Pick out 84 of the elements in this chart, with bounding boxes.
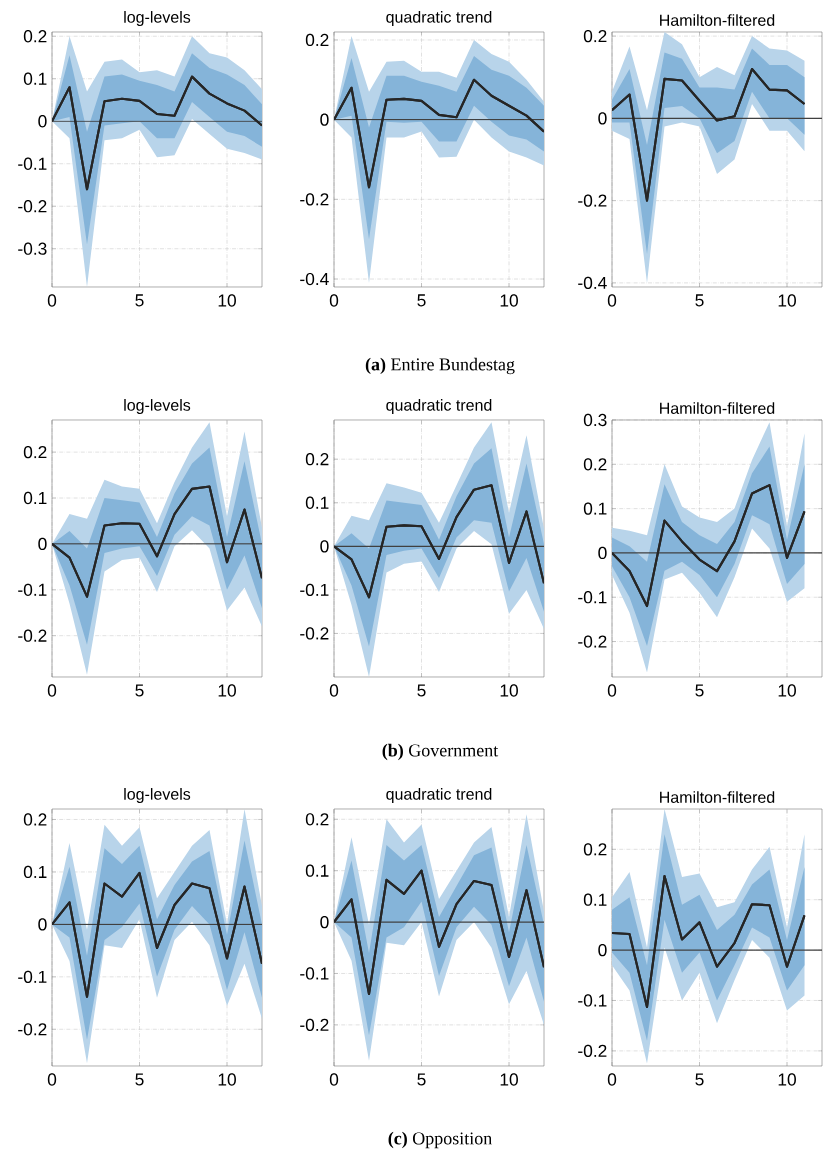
x-tick-label: 5 [695,1073,704,1086]
x-tick-label: 10 [778,684,796,697]
y-tick-label: 0 [598,546,607,560]
y-tick-label: 0.1 [305,864,329,877]
x-tick-label: 5 [135,1073,144,1086]
y-tick-label: -0.4 [578,276,607,290]
x-tick-label: 0 [47,294,57,307]
text: (c) Opposition [388,1131,492,1149]
y-tick-label: -0.1 [18,157,47,170]
y-tick-label: 0.2 [305,813,329,826]
y-tick-label: 0 [38,537,47,551]
x-tick-label: 0 [47,684,57,697]
chart-title: Hamilton-filtered [660,402,775,414]
x-tick-label: 0 [607,1073,617,1086]
x-tick-label: 5 [135,294,144,307]
y-tick-label: 0.2 [583,29,607,43]
y-tick-label: 0.2 [23,30,47,43]
y-tick-label: -0.3 [18,242,47,255]
y-tick-label: 0.1 [583,893,607,906]
y-tick-label: 0.3 [583,413,607,427]
chart-title: quadratic trend [386,788,492,803]
y-tick-label: 0.2 [23,813,47,826]
y-tick-label: -0.2 [300,1018,329,1032]
y-tick-label: -0.1 [18,970,47,983]
y-tick-label: -0.2 [578,635,607,648]
x-tick-label: 0 [607,294,617,307]
x-tick-label: 5 [417,1073,426,1086]
chart-title: log-levels [124,399,191,414]
x-tick-label: 10 [500,294,518,307]
y-tick-label: -0.1 [300,583,329,597]
y-tick-label: -0.2 [300,627,329,640]
chart-title: quadratic trend [386,11,492,26]
y-tick-label: 0.1 [23,865,47,879]
y-tick-label: -0.2 [300,193,329,206]
x-tick-label: 0 [329,294,339,307]
y-tick-label: 0 [38,918,47,931]
y-tick-label: -0.2 [18,1023,47,1036]
y-tick-label: 0 [598,943,607,957]
y-tick-label: 0.1 [23,72,47,85]
y-tick-label: 0.1 [305,496,329,509]
x-tick-label: 10 [500,1073,518,1086]
y-tick-label: -0.2 [18,629,47,642]
y-tick-label: 0 [598,112,607,125]
y-tick-label: -0.2 [18,200,47,213]
x-tick-label: 5 [135,684,144,697]
y-tick-label: -0.1 [578,994,607,1007]
text: (b) Government [382,743,499,761]
x-tick-label: 0 [329,684,339,697]
text: (a) Entire Bundestag [365,357,515,375]
y-tick-label: 0.2 [583,458,607,471]
y-tick-label: -0.2 [578,1044,607,1058]
chart-title: Hamilton-filtered [660,14,775,26]
y-tick-label: 0.2 [583,843,607,856]
x-tick-label: 5 [417,294,426,307]
y-tick-label: 0.1 [583,502,607,515]
y-tick-label: -0.2 [578,194,607,207]
y-tick-label: 0.2 [305,453,329,466]
chart-title: log-levels [124,788,191,803]
y-tick-label: -0.1 [18,583,47,596]
chart-title: quadratic trend [386,399,492,414]
y-tick-label: -0.4 [300,272,329,286]
x-tick-label: 0 [607,684,617,697]
x-tick-label: 10 [218,294,236,307]
y-tick-label: 0 [320,915,329,929]
y-tick-label: -0.1 [300,967,329,980]
y-tick-label: 0.2 [23,445,47,459]
x-tick-label: 10 [778,294,796,307]
y-tick-label: 0 [320,113,329,126]
y-tick-label: 0.1 [23,491,47,505]
y-tick-label: 0 [320,540,329,553]
chart-title: log-levels [124,11,191,26]
y-tick-label: -0.1 [578,591,607,604]
x-tick-label: 10 [218,1073,236,1086]
y-tick-label: 0.2 [305,33,329,47]
x-tick-label: 5 [417,684,426,697]
x-tick-label: 10 [778,1073,796,1086]
x-tick-label: 5 [695,684,704,697]
x-tick-label: 0 [329,1073,339,1086]
chart-title: Hamilton-filtered [660,791,775,803]
x-tick-label: 10 [500,684,518,697]
x-tick-label: 10 [218,684,236,697]
x-tick-label: 0 [47,1073,57,1086]
x-tick-label: 5 [695,294,704,307]
y-tick-label: 0 [38,115,47,128]
